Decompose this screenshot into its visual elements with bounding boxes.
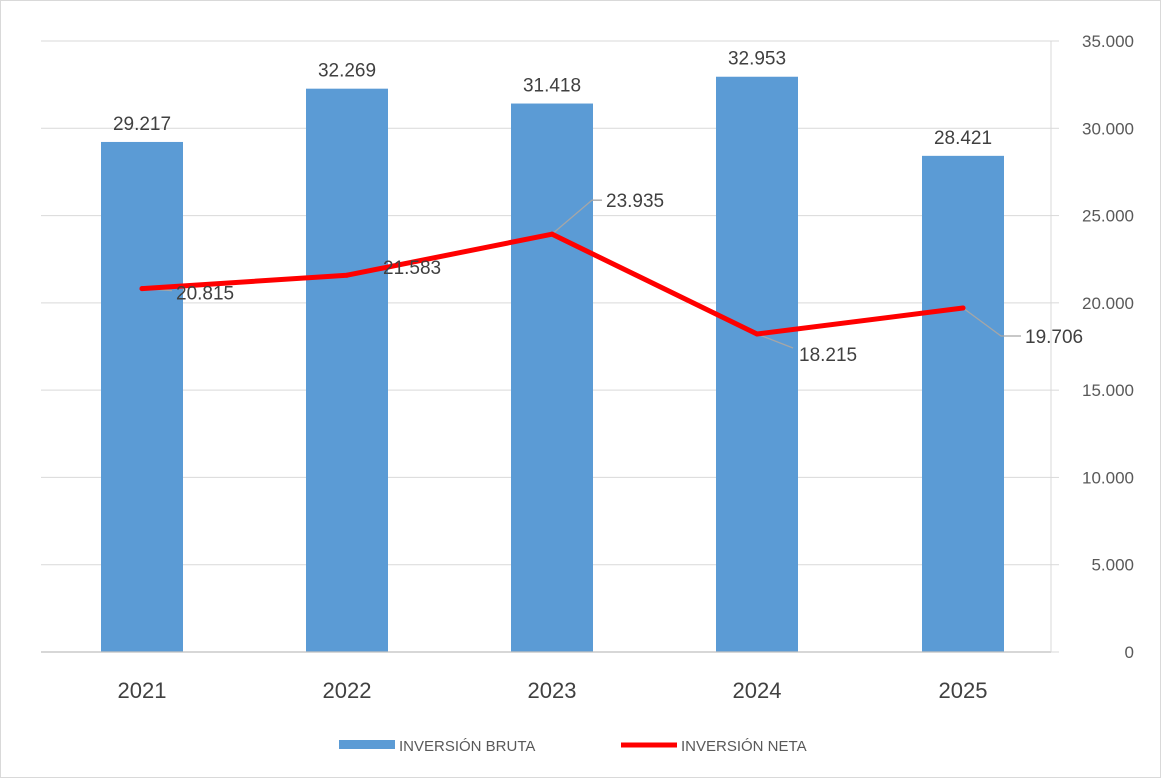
legend-label-net: INVERSIÓN NETA xyxy=(681,738,807,755)
legend: INVERSIÓN BRUTA INVERSIÓN NETA xyxy=(339,738,807,755)
bar-2024 xyxy=(716,76,798,653)
line-value-label: 18.215 xyxy=(799,345,857,366)
line-value-label: 20.815 xyxy=(176,284,234,305)
line-point-2025 xyxy=(960,305,966,311)
line-value-label: 23.935 xyxy=(606,191,664,212)
bar-2025 xyxy=(922,155,1004,653)
x-tick-label: 2021 xyxy=(118,678,167,703)
y-tick-label: 25.000 xyxy=(1082,207,1134,226)
bar-value-label: 32.269 xyxy=(318,61,376,82)
x-tick-label: 2022 xyxy=(323,678,372,703)
x-tick-label: 2023 xyxy=(528,678,577,703)
line-point-2022 xyxy=(344,272,350,278)
x-tick-label: 2024 xyxy=(733,678,782,703)
y-tick-label: 5.000 xyxy=(1091,556,1134,575)
y-tick-label: 0 xyxy=(1125,643,1134,662)
line-point-2023 xyxy=(549,231,555,237)
line-value-label: 19.706 xyxy=(1025,327,1083,348)
bars xyxy=(101,76,1004,653)
bar-value-label: 29.217 xyxy=(113,114,171,135)
bar-value-label: 31.418 xyxy=(523,76,581,97)
bar-2023 xyxy=(511,103,593,652)
bar-value-label: 32.953 xyxy=(728,49,786,70)
x-tick-label: 2025 xyxy=(939,678,988,703)
label-leader-line xyxy=(551,199,602,235)
y-tick-label: 10.000 xyxy=(1082,468,1134,487)
y-tick-label: 30.000 xyxy=(1082,119,1134,138)
line-point-2024 xyxy=(754,331,760,337)
line-point-2021 xyxy=(139,286,145,292)
label-leader-line xyxy=(756,333,794,349)
line-value-label: 21.583 xyxy=(383,258,441,279)
data-labels: 29.217 32.269 31.418 32.953 28.421 20.815 21.5… xyxy=(113,49,1083,366)
bar-value-label: 28.421 xyxy=(934,128,992,149)
y-tick-label: 20.000 xyxy=(1082,294,1134,313)
legend-swatch-gross xyxy=(339,740,395,749)
net-investment-line xyxy=(139,231,966,337)
legend-label-gross: INVERSIÓN BRUTA xyxy=(399,738,535,755)
y-tick-label: 35.000 xyxy=(1082,32,1134,51)
y-tick-label: 15.000 xyxy=(1082,381,1134,400)
bar-2022 xyxy=(306,88,388,652)
axes: 0 5.000 10.000 15.000 20.000 25.000 30.000 35.0… xyxy=(41,32,1134,703)
label-leader-line xyxy=(962,307,1021,337)
bar-2021 xyxy=(101,141,183,652)
